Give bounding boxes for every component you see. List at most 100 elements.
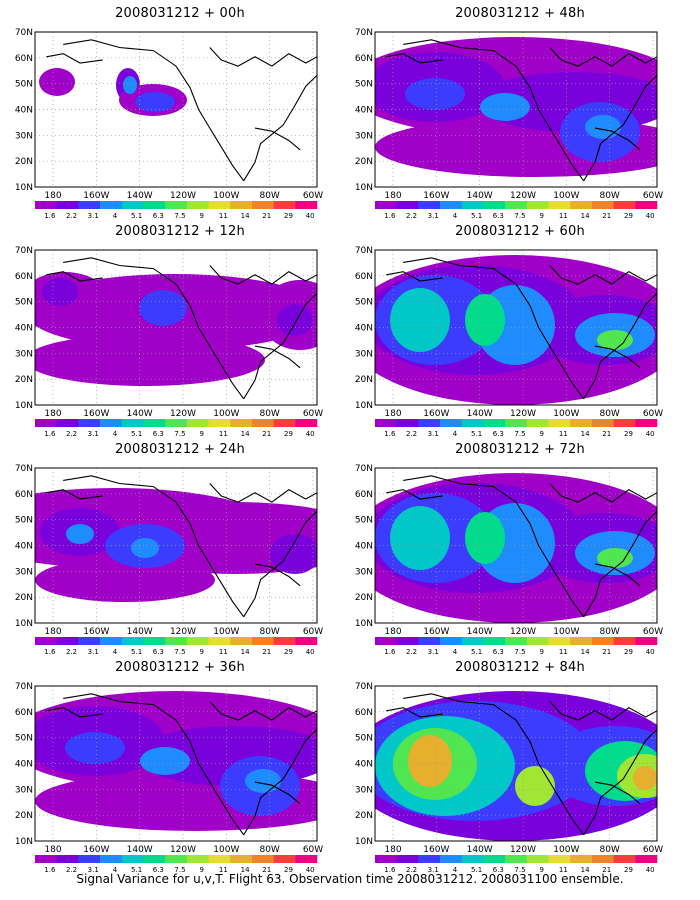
colorbar-swatch [78, 201, 101, 209]
lat-label: 50N [355, 298, 373, 308]
colorbar-label: 21 [262, 866, 271, 874]
colorbar-label: 2.2 [66, 648, 77, 656]
variance-contour [131, 538, 159, 558]
lat-label: 30N [355, 349, 373, 359]
variance-contour [139, 290, 187, 326]
lon-label: 80W [599, 409, 619, 419]
colorbar-label: 14 [581, 212, 590, 220]
colorbar-swatch [35, 419, 57, 427]
colorbar-swatch [56, 855, 79, 863]
variance-contour [135, 92, 175, 112]
lat-label: 70N [355, 682, 373, 692]
variance-field [35, 691, 317, 831]
colorbar-swatch [548, 201, 571, 209]
coastlines [46, 693, 317, 836]
colorbar-label: 9 [199, 212, 203, 220]
lat-label: 30N [355, 131, 373, 141]
colorbar-label: 4 [453, 212, 458, 220]
lat-label: 40N [15, 106, 33, 116]
colorbar-label: 11 [219, 866, 228, 874]
variance-field [375, 691, 657, 841]
colorbar-swatch [186, 855, 209, 863]
lat-label: 60N [355, 490, 373, 500]
colorbar-swatch [418, 201, 441, 209]
colorbar-label: 4 [113, 430, 118, 438]
colorbar-swatch [396, 201, 419, 209]
lat-label: 30N [355, 785, 373, 795]
lon-label: 120W [170, 845, 196, 855]
colorbar-swatch [483, 637, 506, 645]
map-frame [374, 31, 658, 188]
colorbar-label: 5.1 [471, 430, 482, 438]
colorbar-swatch [570, 637, 593, 645]
lat-label: 40N [15, 760, 33, 770]
lon-label: 60W [303, 627, 323, 637]
lon-label: 180 [384, 409, 401, 419]
colorbar-label: 21 [602, 648, 611, 656]
variance-contour [277, 304, 313, 336]
colorbar-label: 7.5 [174, 866, 185, 874]
colorbar-label: 6.3 [153, 212, 164, 220]
lon-label: 180 [44, 191, 61, 201]
colorbar-label: 14 [581, 430, 590, 438]
lat-label: 30N [15, 785, 33, 795]
lon-label: 140W [467, 409, 493, 419]
panel-title: 2008031212 + 00h [115, 6, 245, 21]
lat-label: 70N [15, 682, 33, 692]
colorbar-swatch [591, 419, 614, 427]
colorbar-swatch [208, 419, 231, 427]
lon-label: 180 [44, 409, 61, 419]
coastlines [386, 475, 657, 618]
colorbar-label: 1.6 [44, 430, 56, 438]
lon-label: 180 [384, 191, 401, 201]
colorbar-label: 2.2 [66, 430, 77, 438]
lat-label: 50N [15, 80, 33, 90]
colorbar-label: 4 [453, 430, 458, 438]
lat-label: 30N [355, 567, 373, 577]
colorbar-label: 21 [602, 430, 611, 438]
colorbar-swatch [165, 419, 188, 427]
lat-label: 20N [15, 593, 33, 603]
lat-label: 10N [15, 401, 33, 411]
colorbar-label: 40 [646, 648, 655, 656]
lon-label: 180 [44, 845, 61, 855]
colorbar-label: 3.1 [428, 212, 439, 220]
colorbar-label: 14 [241, 866, 250, 874]
colorbar-swatch [613, 201, 636, 209]
lat-label: 60N [355, 272, 373, 282]
lat-label: 10N [15, 837, 33, 847]
colorbar-swatch [461, 855, 484, 863]
lon-label: 100W [213, 409, 239, 419]
colorbar-label: 29 [284, 866, 293, 874]
variance-contour [35, 334, 265, 386]
lon-label: 180 [44, 627, 61, 637]
lon-label: 160W [83, 627, 109, 637]
colorbar-swatch [613, 855, 636, 863]
lon-label: 140W [127, 409, 153, 419]
lon-label: 140W [127, 845, 153, 855]
map-plot: 10N 20N 30N 40N 50N 60N 70N 180 160W 140W 120W 100W… [15, 246, 323, 438]
lat-label: 50N [15, 734, 33, 744]
colorbar-label: 29 [284, 212, 293, 220]
lon-label: 80W [259, 409, 279, 419]
colorbar-swatch [230, 637, 253, 645]
colorbar-swatch [143, 637, 166, 645]
colorbar-label: 5.1 [131, 430, 142, 438]
colorbar-label: 21 [262, 648, 271, 656]
colorbar-swatch [635, 201, 658, 209]
lon-label: 140W [467, 627, 493, 637]
colorbar-swatch [505, 419, 528, 427]
colorbar-swatch [375, 419, 397, 427]
colorbar-swatch [295, 637, 318, 645]
colorbar-label: 2.2 [66, 866, 77, 874]
lon-label: 140W [467, 845, 493, 855]
colorbar-label: 40 [306, 212, 315, 220]
colorbar-label: 5.1 [471, 212, 482, 220]
lat-label: 60N [15, 490, 33, 500]
lon-label: 80W [599, 845, 619, 855]
lon-label: 160W [423, 845, 449, 855]
colorbar-label: 11 [219, 648, 228, 656]
colorbar-label: 7.5 [174, 648, 185, 656]
colorbar-swatch [613, 637, 636, 645]
lon-label: 80W [259, 191, 279, 201]
